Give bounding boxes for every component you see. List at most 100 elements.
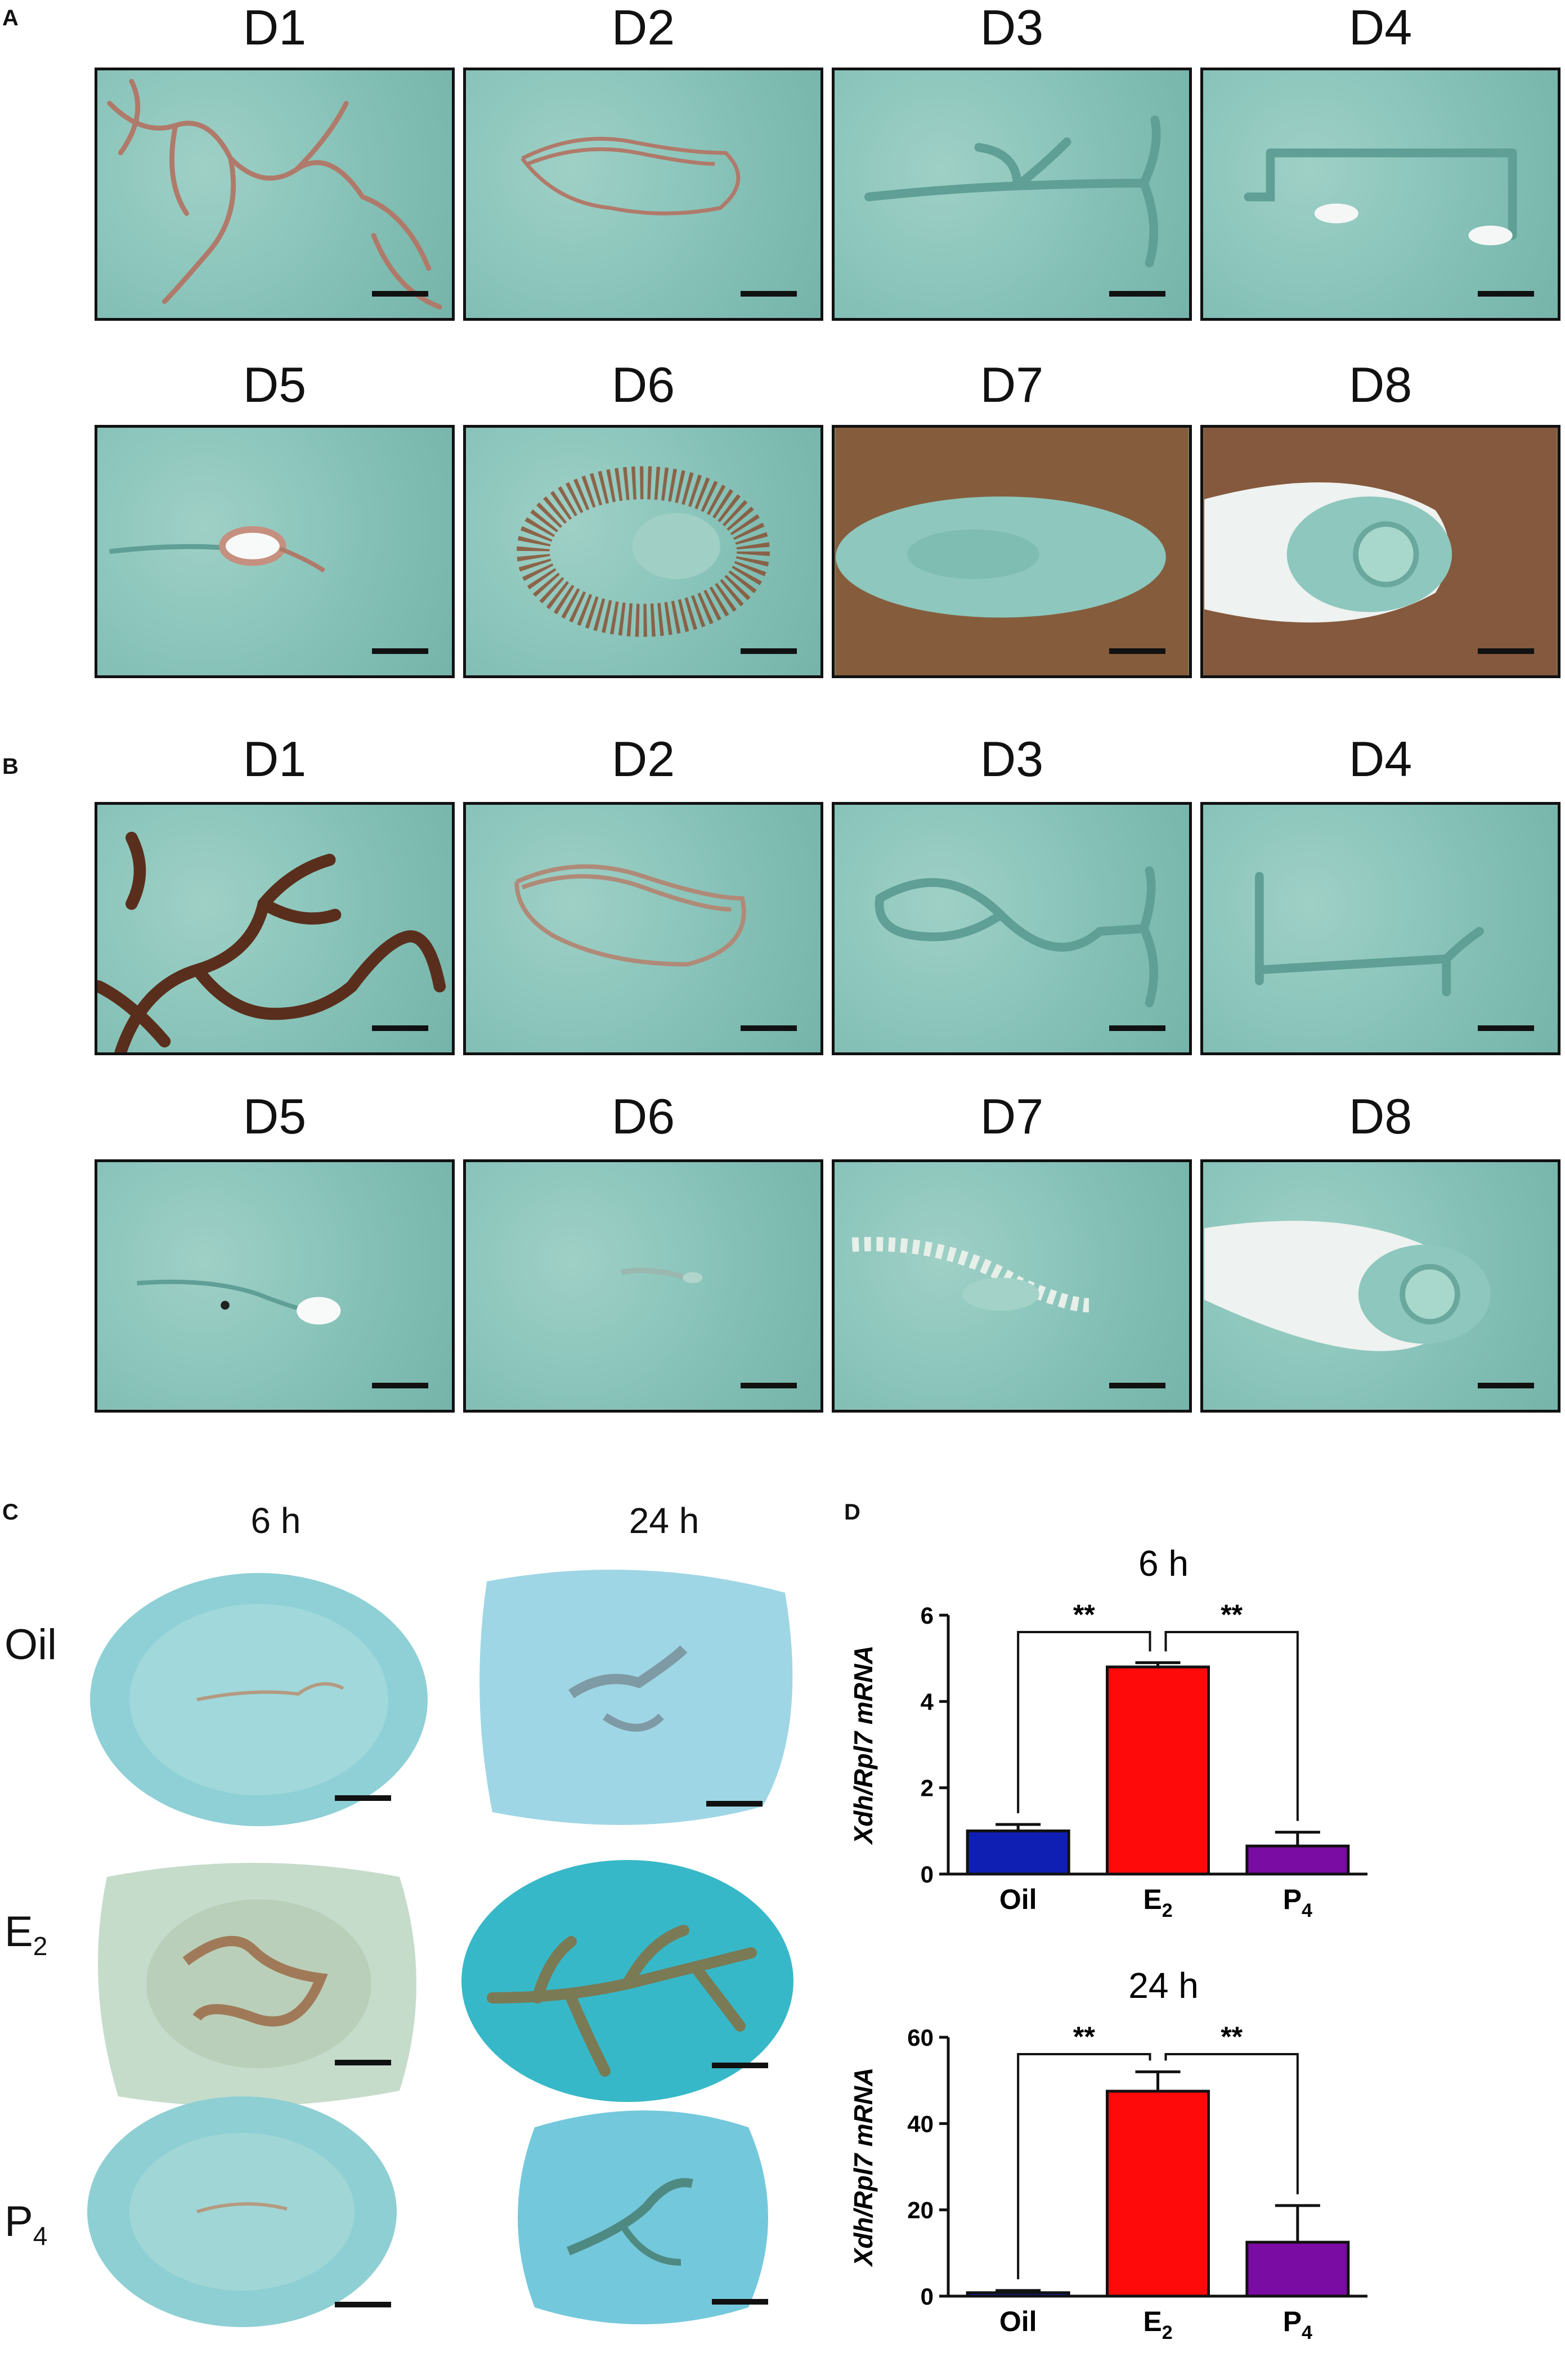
scale-bar xyxy=(1478,291,1534,297)
scale-bar xyxy=(335,2060,391,2065)
significance-label: ** xyxy=(1221,1599,1243,1630)
x-tick-label: P4 xyxy=(1283,1884,1312,1921)
micrograph-a-d6 xyxy=(463,425,823,678)
scale-bar xyxy=(1109,1383,1165,1388)
day-label: D5 xyxy=(243,1088,307,1144)
scale-bar xyxy=(372,1025,428,1031)
bar-chart-24h: 24 h Xdh/Rpl7 mRNA 0 20 40 60 Oil E2 P4 ** ** xyxy=(849,1965,1367,2343)
significance-label: ** xyxy=(1073,1599,1095,1630)
micrograph-a-d5 xyxy=(95,425,455,678)
significance-bracket xyxy=(1164,2053,1299,2194)
micrograph-a-d1 xyxy=(95,68,455,321)
bar xyxy=(1106,2090,1210,2298)
y-tick-label: 6 xyxy=(921,1602,934,1629)
chart-24h: 24 h Xdh/Rpl7 mRNA 0 20 40 60 Oil E2 P4 ** ** xyxy=(844,1925,1565,2375)
day-label: D1 xyxy=(243,0,307,55)
scale-bar xyxy=(372,1383,428,1388)
scale-bar xyxy=(741,1025,797,1031)
day-label: D2 xyxy=(611,731,675,787)
row-label-p4: P4 xyxy=(5,2198,48,2251)
scale-bar xyxy=(741,648,797,654)
y-tick-label: 0 xyxy=(921,1861,934,1888)
day-label: D4 xyxy=(1348,731,1412,787)
scale-bar xyxy=(1109,291,1165,297)
scale-bar xyxy=(741,1383,797,1388)
day-label: D7 xyxy=(980,1088,1044,1144)
y-axis-label: Xdh/Rpl7 mRNA xyxy=(849,2068,878,2268)
x-tick-label: E2 xyxy=(1143,2306,1172,2343)
bar xyxy=(966,2291,1070,2298)
y-tick-label: 4 xyxy=(921,1688,934,1715)
panel-letter-c: C xyxy=(2,1500,19,1525)
significance-bracket xyxy=(1164,1631,1299,1821)
scale-bar xyxy=(712,2299,768,2305)
micrograph-a-d8 xyxy=(1200,425,1560,678)
micrograph-a-d4 xyxy=(1200,68,1560,321)
scale-bar xyxy=(335,2302,391,2307)
micrograph-b-d3 xyxy=(832,802,1192,1055)
section-e2-24h xyxy=(459,1857,796,2105)
micrograph-b-d6 xyxy=(463,1159,823,1413)
bar xyxy=(1245,2240,1350,2298)
panel-letter-b: B xyxy=(2,754,19,779)
scale-bar xyxy=(1478,648,1534,654)
micrograph-b-d4 xyxy=(1200,802,1560,1055)
section-p4-6h xyxy=(84,2091,400,2333)
bar xyxy=(966,1829,1070,1876)
day-label: D4 xyxy=(1348,0,1412,55)
y-tick-label: 0 xyxy=(921,2283,934,2310)
significance-bracket xyxy=(1017,2053,1151,2280)
micrograph-a-d2 xyxy=(463,68,823,321)
section-e2-6h xyxy=(84,1849,433,2119)
chart-title: 24 h xyxy=(1128,1965,1199,2006)
section-oil-24h xyxy=(470,1559,796,1840)
bar xyxy=(1106,1665,1210,1876)
scale-bar xyxy=(706,1801,763,1807)
x-tick-label: Oil xyxy=(999,2306,1037,2337)
micrograph-b-d1 xyxy=(95,802,455,1055)
micrograph-b-d8 xyxy=(1200,1159,1560,1413)
chart-title: 6 h xyxy=(1138,1543,1189,1584)
y-tick-label: 20 xyxy=(907,2197,934,2224)
scale-bar xyxy=(1478,1383,1534,1388)
micrograph-b-d5 xyxy=(95,1159,455,1413)
significance-label: ** xyxy=(1221,2021,1243,2052)
row-label-e2: E2 xyxy=(5,1908,48,1961)
scale-bar xyxy=(1478,1025,1534,1031)
section-p4-24h xyxy=(501,2094,782,2341)
row-label-oil: Oil xyxy=(5,1621,57,1669)
panel-letter-d: D xyxy=(844,1500,860,1525)
y-tick-label: 2 xyxy=(921,1775,934,1801)
micrograph-b-d2 xyxy=(463,802,823,1055)
y-tick-label: 60 xyxy=(907,2024,934,2051)
x-tick-label: P4 xyxy=(1283,2306,1312,2343)
section-oil-6h xyxy=(84,1565,433,1835)
scale-bar xyxy=(372,648,428,654)
day-label: D5 xyxy=(243,357,307,413)
significance-bracket xyxy=(1017,1631,1151,1813)
y-tick-label: 40 xyxy=(907,2110,934,2137)
scale-bar xyxy=(372,291,428,297)
time-label-6h: 6 h xyxy=(250,1500,301,1541)
day-label: D6 xyxy=(611,357,675,413)
x-tick-label: E2 xyxy=(1143,1884,1172,1921)
day-label: D1 xyxy=(243,731,307,787)
scale-bar xyxy=(1109,648,1165,654)
scale-bar xyxy=(1109,1025,1165,1031)
micrograph-a-d7 xyxy=(832,425,1192,678)
micrograph-b-d7 xyxy=(832,1159,1192,1413)
bar xyxy=(1245,1844,1350,1876)
panel-letter-a: A xyxy=(2,6,19,30)
scale-bar xyxy=(712,2063,768,2068)
scale-bar xyxy=(335,1795,391,1801)
y-axis-label: Xdh/Rpl7 mRNA xyxy=(849,1646,878,1846)
day-label: D2 xyxy=(611,0,675,55)
micrograph-a-d3 xyxy=(832,68,1192,321)
significance-label: ** xyxy=(1073,2021,1095,2052)
day-label: D6 xyxy=(611,1088,675,1144)
bar-chart-6h: 6 h Xdh/Rpl7 mRNA 0 2 4 6 Oil E2 P4 ** ** xyxy=(849,1543,1367,1921)
scale-bar xyxy=(741,291,797,297)
day-label: D8 xyxy=(1348,1088,1412,1144)
time-label-24h: 24 h xyxy=(629,1500,699,1541)
day-label: D7 xyxy=(980,357,1044,413)
